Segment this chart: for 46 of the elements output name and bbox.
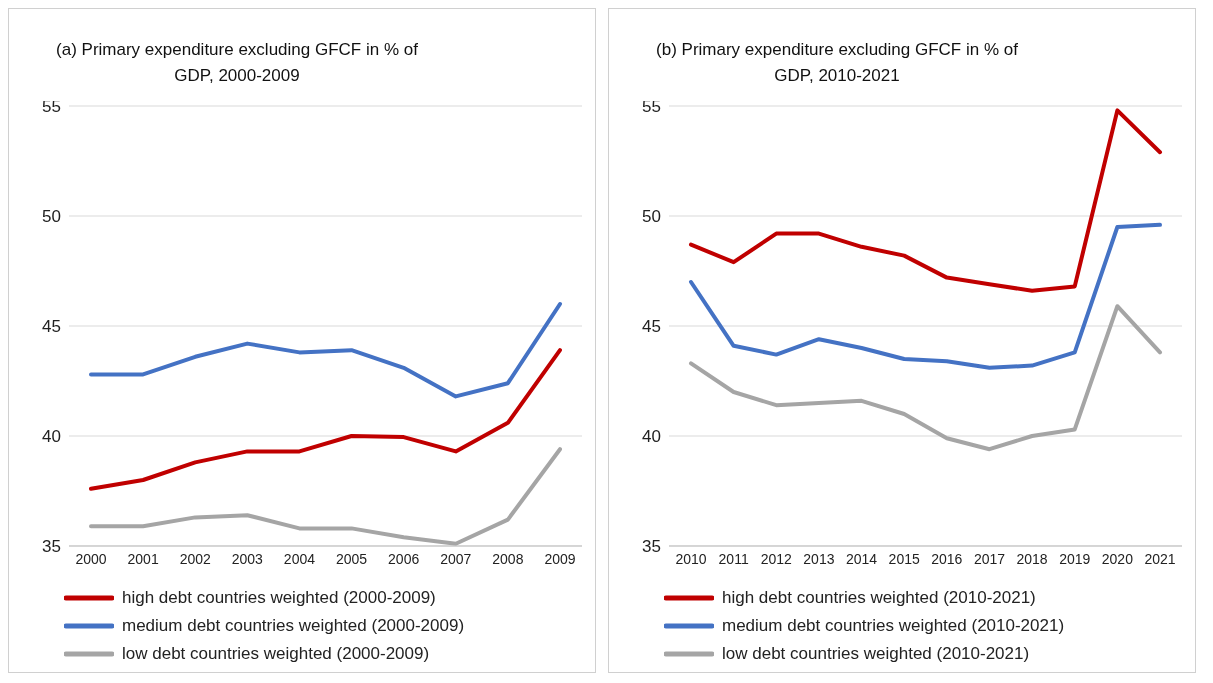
legend-label: high debt countries weighted (2010-2021) [722,587,1036,609]
x-tick-label: 2006 [388,550,420,567]
x-tick-label: 2005 [335,550,368,567]
line-series [689,108,1162,293]
x-tick-label: 2007 [440,550,472,567]
x-tick-label: 2015 [888,550,920,567]
chart-title: (a) Primary expenditure excluding GFCF in % of GDP, 2000-2009 [55,39,419,87]
legend-label: high debt countries weighted (2000-2009) [122,587,436,609]
x-tick-label: 2011 [718,550,749,567]
y-tick-label: 50 [642,207,661,227]
legend-label: low debt countries weighted (2010-2021) [722,643,1030,665]
x-tick-label: 2003 [231,550,264,567]
x-tick-label: 2019 [1059,550,1091,567]
y-tick-label: 40 [42,427,61,447]
y-tick-label: 40 [642,427,661,447]
x-tick-label: 2021 [1144,550,1176,567]
x-tick-label: 2002 [179,550,211,567]
x-tick-label: 2013 [803,550,835,567]
x-tick-label: 2008 [492,550,524,567]
y-tick-label: 45 [642,317,661,337]
line-series [689,222,1162,370]
y-tick-label: 50 [42,207,61,227]
x-tick-label: 2012 [760,550,793,567]
y-tick-label: 55 [642,97,661,117]
chart-title: (b) Primary expenditure excluding GFCF in % of GDP, 2010-2021 [655,39,1019,87]
x-tick-label: 2018 [1016,550,1048,567]
x-tick-label: 2009 [544,550,576,567]
x-tick-label: 2000 [75,550,107,567]
y-tick-label: 55 [42,97,61,117]
line-series [89,302,562,399]
y-tick-label: 45 [42,317,61,337]
x-tick-label: 2020 [1101,550,1134,567]
legend-label: low debt countries weighted (2000-2009) [122,643,430,665]
legend-label: medium debt countries weighted (2010-2021) [722,615,1065,637]
y-tick-label: 35 [642,537,661,557]
x-tick-label: 2004 [283,550,316,567]
line-series [689,304,1162,452]
x-tick-label: 2001 [127,550,159,567]
x-tick-label: 2010 [675,550,707,567]
x-tick-label: 2016 [931,550,963,567]
y-tick-label: 35 [42,537,61,557]
x-tick-label: 2017 [973,550,1006,567]
line-series [89,447,562,546]
x-tick-label: 2014 [845,550,878,567]
line-series [89,348,562,491]
legend-label: medium debt countries weighted (2000-2009) [122,615,465,637]
